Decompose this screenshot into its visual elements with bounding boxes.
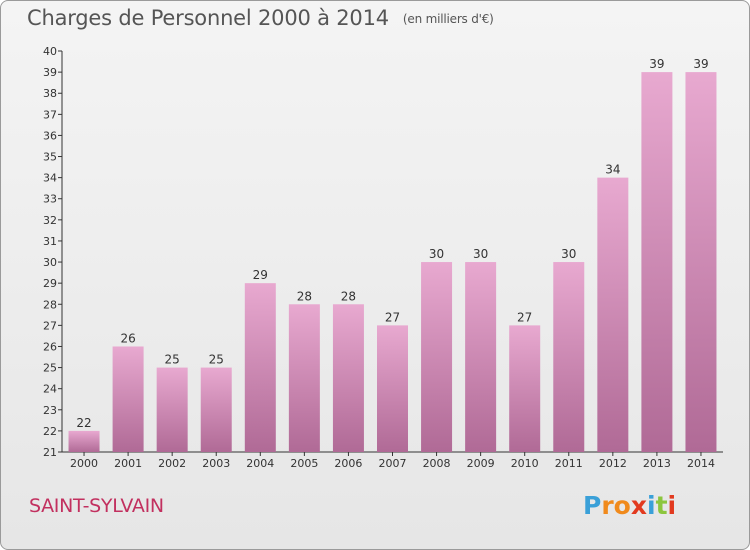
data-label: 25	[209, 353, 224, 367]
chart-title: Charges de Personnel 2000 à 2014 (en mill…	[27, 6, 494, 30]
y-tick-label: 33	[43, 193, 57, 206]
data-label: 27	[517, 310, 532, 324]
y-tick-label: 31	[43, 235, 57, 248]
bar	[509, 325, 541, 452]
y-tick-label: 23	[43, 404, 57, 417]
y-tick-label: 29	[43, 277, 57, 290]
y-tick-label: 38	[43, 87, 57, 100]
y-tick-label: 32	[43, 214, 57, 227]
commune-name: SAINT-SYLVAIN	[29, 495, 164, 517]
bar	[597, 177, 629, 452]
bars	[68, 72, 717, 453]
bar	[377, 325, 408, 452]
x-tick-label: 2010	[511, 457, 539, 470]
bar	[200, 367, 232, 452]
y-tick-label: 36	[43, 129, 57, 142]
y-tick-label: 34	[43, 172, 57, 185]
data-label: 34	[605, 163, 620, 177]
bar	[156, 367, 188, 452]
chart-subtitle: (en milliers d'€)	[402, 12, 494, 26]
data-label: 28	[341, 289, 356, 303]
bar	[112, 346, 144, 452]
logo-letter: o	[613, 491, 631, 520]
x-tick-label: 2001	[114, 457, 142, 470]
y-tick-label: 28	[43, 298, 57, 311]
data-label: 26	[120, 331, 135, 345]
proxiti-logo: Proxiti	[583, 491, 676, 520]
data-label: 39	[649, 57, 664, 71]
x-tick-label: 2009	[467, 457, 495, 470]
y-tick-label: 30	[43, 256, 57, 269]
x-tick-label: 2008	[423, 457, 451, 470]
x-tick-label: 2003	[202, 457, 230, 470]
x-tick-label: 2006	[334, 457, 362, 470]
x-tick-label: 2011	[555, 457, 583, 470]
data-label: 30	[561, 247, 576, 261]
data-labels: 22 26 25 25 29 28 28 27 30 30 27 30 34 39 39	[76, 57, 708, 430]
data-label: 27	[385, 310, 400, 324]
bar	[641, 72, 673, 453]
y-tick-label: 35	[43, 151, 57, 164]
bar	[332, 304, 364, 452]
x-tick-label: 2013	[643, 457, 671, 470]
data-label: 22	[76, 416, 91, 430]
y-tick-label: 25	[43, 362, 57, 375]
x-tick-label: 2000	[70, 457, 98, 470]
logo-letter: i	[647, 491, 656, 520]
bar	[244, 283, 276, 452]
chart-title-text: Charges de Personnel 2000 à 2014	[27, 6, 389, 30]
data-label: 29	[253, 268, 268, 282]
data-label: 28	[297, 289, 312, 303]
axes: 21 22 23 24 25 26 27 28 29 30 31 32 33 34 35 36 37 38 39 40…	[43, 45, 723, 470]
y-tick-label: 37	[43, 108, 57, 121]
bar	[68, 430, 100, 452]
bar	[553, 262, 585, 452]
logo-letter: x	[630, 491, 647, 520]
y-tick-label: 27	[43, 319, 57, 332]
x-tick-label: 2005	[290, 457, 318, 470]
bar	[685, 72, 717, 453]
y-tick-label: 26	[43, 340, 57, 353]
bar	[465, 262, 497, 452]
data-label: 30	[429, 247, 444, 261]
x-tick-label: 2004	[246, 457, 274, 470]
y-tick-label: 21	[43, 446, 57, 459]
y-tick-label: 24	[43, 383, 57, 396]
y-tick-label: 40	[43, 45, 57, 58]
logo-letter: t	[655, 491, 668, 520]
x-tick-label: 2012	[599, 457, 627, 470]
bar	[288, 304, 320, 452]
logo-letter: i	[667, 491, 677, 520]
logo-letter: r	[601, 491, 614, 520]
data-label: 25	[165, 353, 180, 367]
x-tick-label: 2002	[158, 457, 186, 470]
data-label: 39	[693, 57, 708, 71]
x-tick-label: 2014	[687, 457, 715, 470]
y-tick-label: 39	[43, 66, 57, 79]
y-tick-label: 22	[43, 425, 57, 438]
data-label: 30	[473, 247, 488, 261]
logo-letter: P	[583, 491, 602, 520]
bar	[421, 262, 453, 452]
x-tick-label: 2007	[379, 457, 407, 470]
